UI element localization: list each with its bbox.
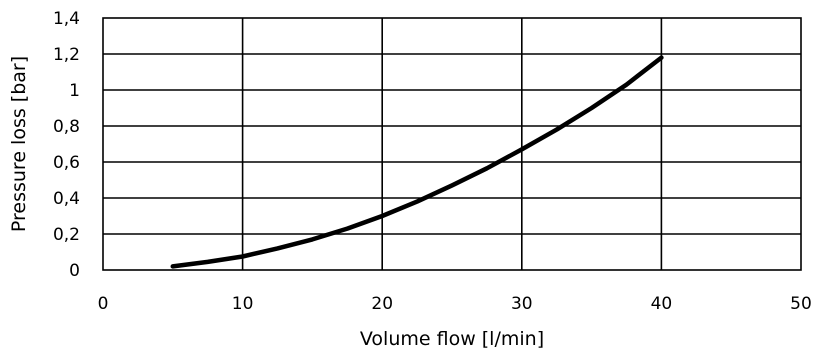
y-tick-label: 1	[69, 81, 80, 101]
x-tick-labels: 0 10 20 30 40 50	[98, 294, 812, 314]
y-tick-label: 1,2	[53, 45, 80, 65]
x-tick-label: 40	[651, 294, 673, 314]
y-tick-label: 0,2	[53, 225, 80, 245]
x-tick-label: 50	[790, 294, 812, 314]
grid-lines	[103, 18, 801, 270]
y-tick-label: 0,4	[53, 189, 80, 209]
pressure-loss-curve	[170, 55, 664, 269]
y-tick-label: 0,6	[53, 153, 80, 173]
y-axis-label: Pressure loss [bar]	[8, 56, 30, 232]
y-tick-label: 1,4	[53, 9, 80, 29]
x-axis-label: Volume flow [l/min]	[360, 328, 544, 350]
x-tick-label: 0	[98, 294, 109, 314]
plot-frame	[102, 17, 802, 271]
y-tick-label: 0,8	[53, 117, 80, 137]
y-tick-labels: 0 0,2 0,4 0,6 0,8 1 1,2 1,4	[53, 9, 80, 281]
x-tick-label: 10	[232, 294, 254, 314]
x-tick-label: 30	[511, 294, 533, 314]
x-tick-label: 20	[371, 294, 393, 314]
y-tick-label: 0	[69, 261, 80, 281]
series-layer	[170, 55, 664, 269]
